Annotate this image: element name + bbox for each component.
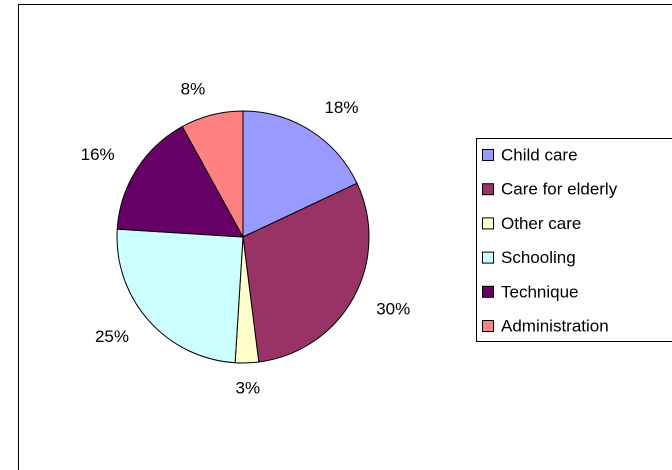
legend-label: Schooling — [501, 248, 576, 267]
legend-swatch — [482, 251, 494, 264]
data-label: 8% — [181, 79, 206, 98]
legend-label: Administration — [501, 316, 609, 335]
legend: Child care Care for elderly Other care Scho… — [476, 138, 672, 342]
data-label: 3% — [235, 378, 260, 397]
pie-slice — [242, 110, 358, 238]
legend-label: Child care — [501, 145, 578, 164]
legend-label: Other care — [501, 214, 581, 233]
legend-swatch — [482, 217, 494, 230]
pie-slice — [181, 110, 244, 238]
legend-swatch — [482, 320, 494, 332]
pie-slice — [116, 125, 244, 238]
pie-slice — [242, 182, 370, 363]
legend-swatch — [482, 183, 494, 196]
data-label: 25% — [95, 327, 129, 346]
pie-slice — [116, 228, 244, 364]
data-label: 18% — [324, 98, 358, 117]
data-label: 30% — [376, 300, 410, 319]
legend-swatch — [482, 285, 494, 298]
legend-label: Care for elderly — [501, 180, 618, 199]
legend-label: Technique — [501, 282, 579, 301]
data-label: 16% — [81, 145, 115, 164]
legend-swatch — [482, 149, 494, 161]
legend-box — [476, 138, 672, 342]
